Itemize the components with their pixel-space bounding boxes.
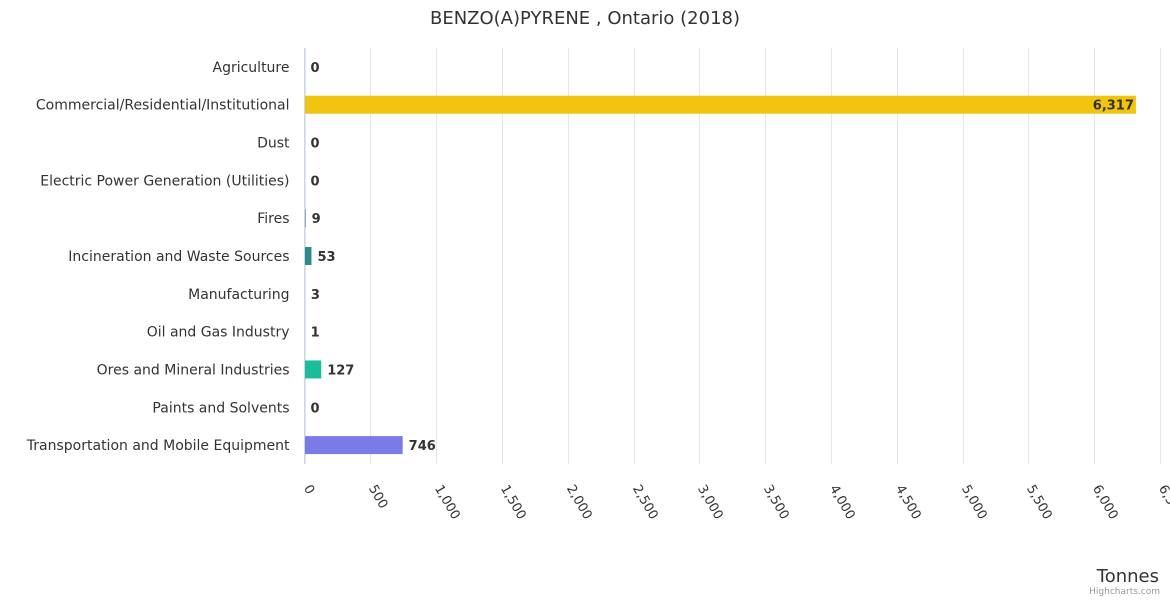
data-label: 0 (311, 61, 320, 76)
category-label: Electric Power Generation (Utilities) (40, 173, 289, 189)
credits-link[interactable]: Highcharts.com (1089, 587, 1160, 597)
category-label: Manufacturing (188, 287, 289, 303)
category-label: Agriculture (213, 60, 290, 76)
category-labels: Agriculture Commercial/Residential/Instit… (26, 60, 290, 454)
category-label: Transportation and Mobile Equipment (26, 438, 290, 454)
data-label: 0 (311, 137, 320, 152)
x-tick-label: 0 (300, 483, 317, 498)
data-labels: 0 6,317 0 0 9 53 3 1 127 0 746 (311, 61, 1134, 454)
x-tick-label: 3,000 (694, 483, 726, 523)
data-label: 127 (327, 363, 354, 378)
category-label: Paints and Solvents (152, 400, 289, 416)
bars (305, 96, 1136, 454)
x-tick-label: 4,500 (892, 483, 924, 523)
data-label: 0 (311, 174, 320, 189)
x-tick-label: 500 (365, 483, 390, 512)
x-tick-label: 1,000 (431, 483, 463, 523)
category-label: Ores and Mineral Industries (97, 362, 290, 378)
x-axis-title: Tonnes (1096, 566, 1159, 587)
x-tick-label: 5,500 (1023, 483, 1055, 523)
category-label: Dust (257, 136, 290, 152)
x-tick-label: 2,500 (629, 483, 661, 523)
data-label: 1 (311, 326, 320, 341)
category-label: Incineration and Waste Sources (68, 249, 289, 265)
category-label: Commercial/Residential/Institutional (36, 98, 290, 114)
x-tick-label: 4,000 (826, 483, 858, 523)
x-tick-label: 6,000 (1089, 483, 1121, 523)
data-label: 3 (311, 288, 320, 303)
bar[interactable] (305, 247, 312, 265)
bar[interactable] (305, 436, 403, 454)
data-label: 0 (311, 401, 320, 416)
category-label: Fires (257, 211, 289, 227)
x-tick-label: 2,000 (563, 483, 595, 523)
x-tick-label: 3,500 (760, 483, 792, 523)
x-tick-label: 5,000 (958, 483, 990, 523)
data-label: 6,317 (1093, 99, 1134, 114)
category-label: Oil and Gas Industry (147, 325, 290, 341)
bar[interactable] (305, 360, 322, 378)
chart-title: BENZO(A)PYRENE , Ontario (2018) (430, 8, 740, 29)
data-label: 53 (317, 250, 335, 265)
x-tick-label: 1,500 (497, 483, 529, 523)
data-label: 746 (409, 439, 436, 454)
bar[interactable] (305, 96, 1136, 114)
x-tick-label: 6,500 (1155, 483, 1170, 523)
data-label: 9 (312, 212, 321, 227)
x-axis-tick-labels: 0 500 1,000 1,500 2,000 2,500 3,000 3,500 4,000 4… (300, 483, 1170, 523)
